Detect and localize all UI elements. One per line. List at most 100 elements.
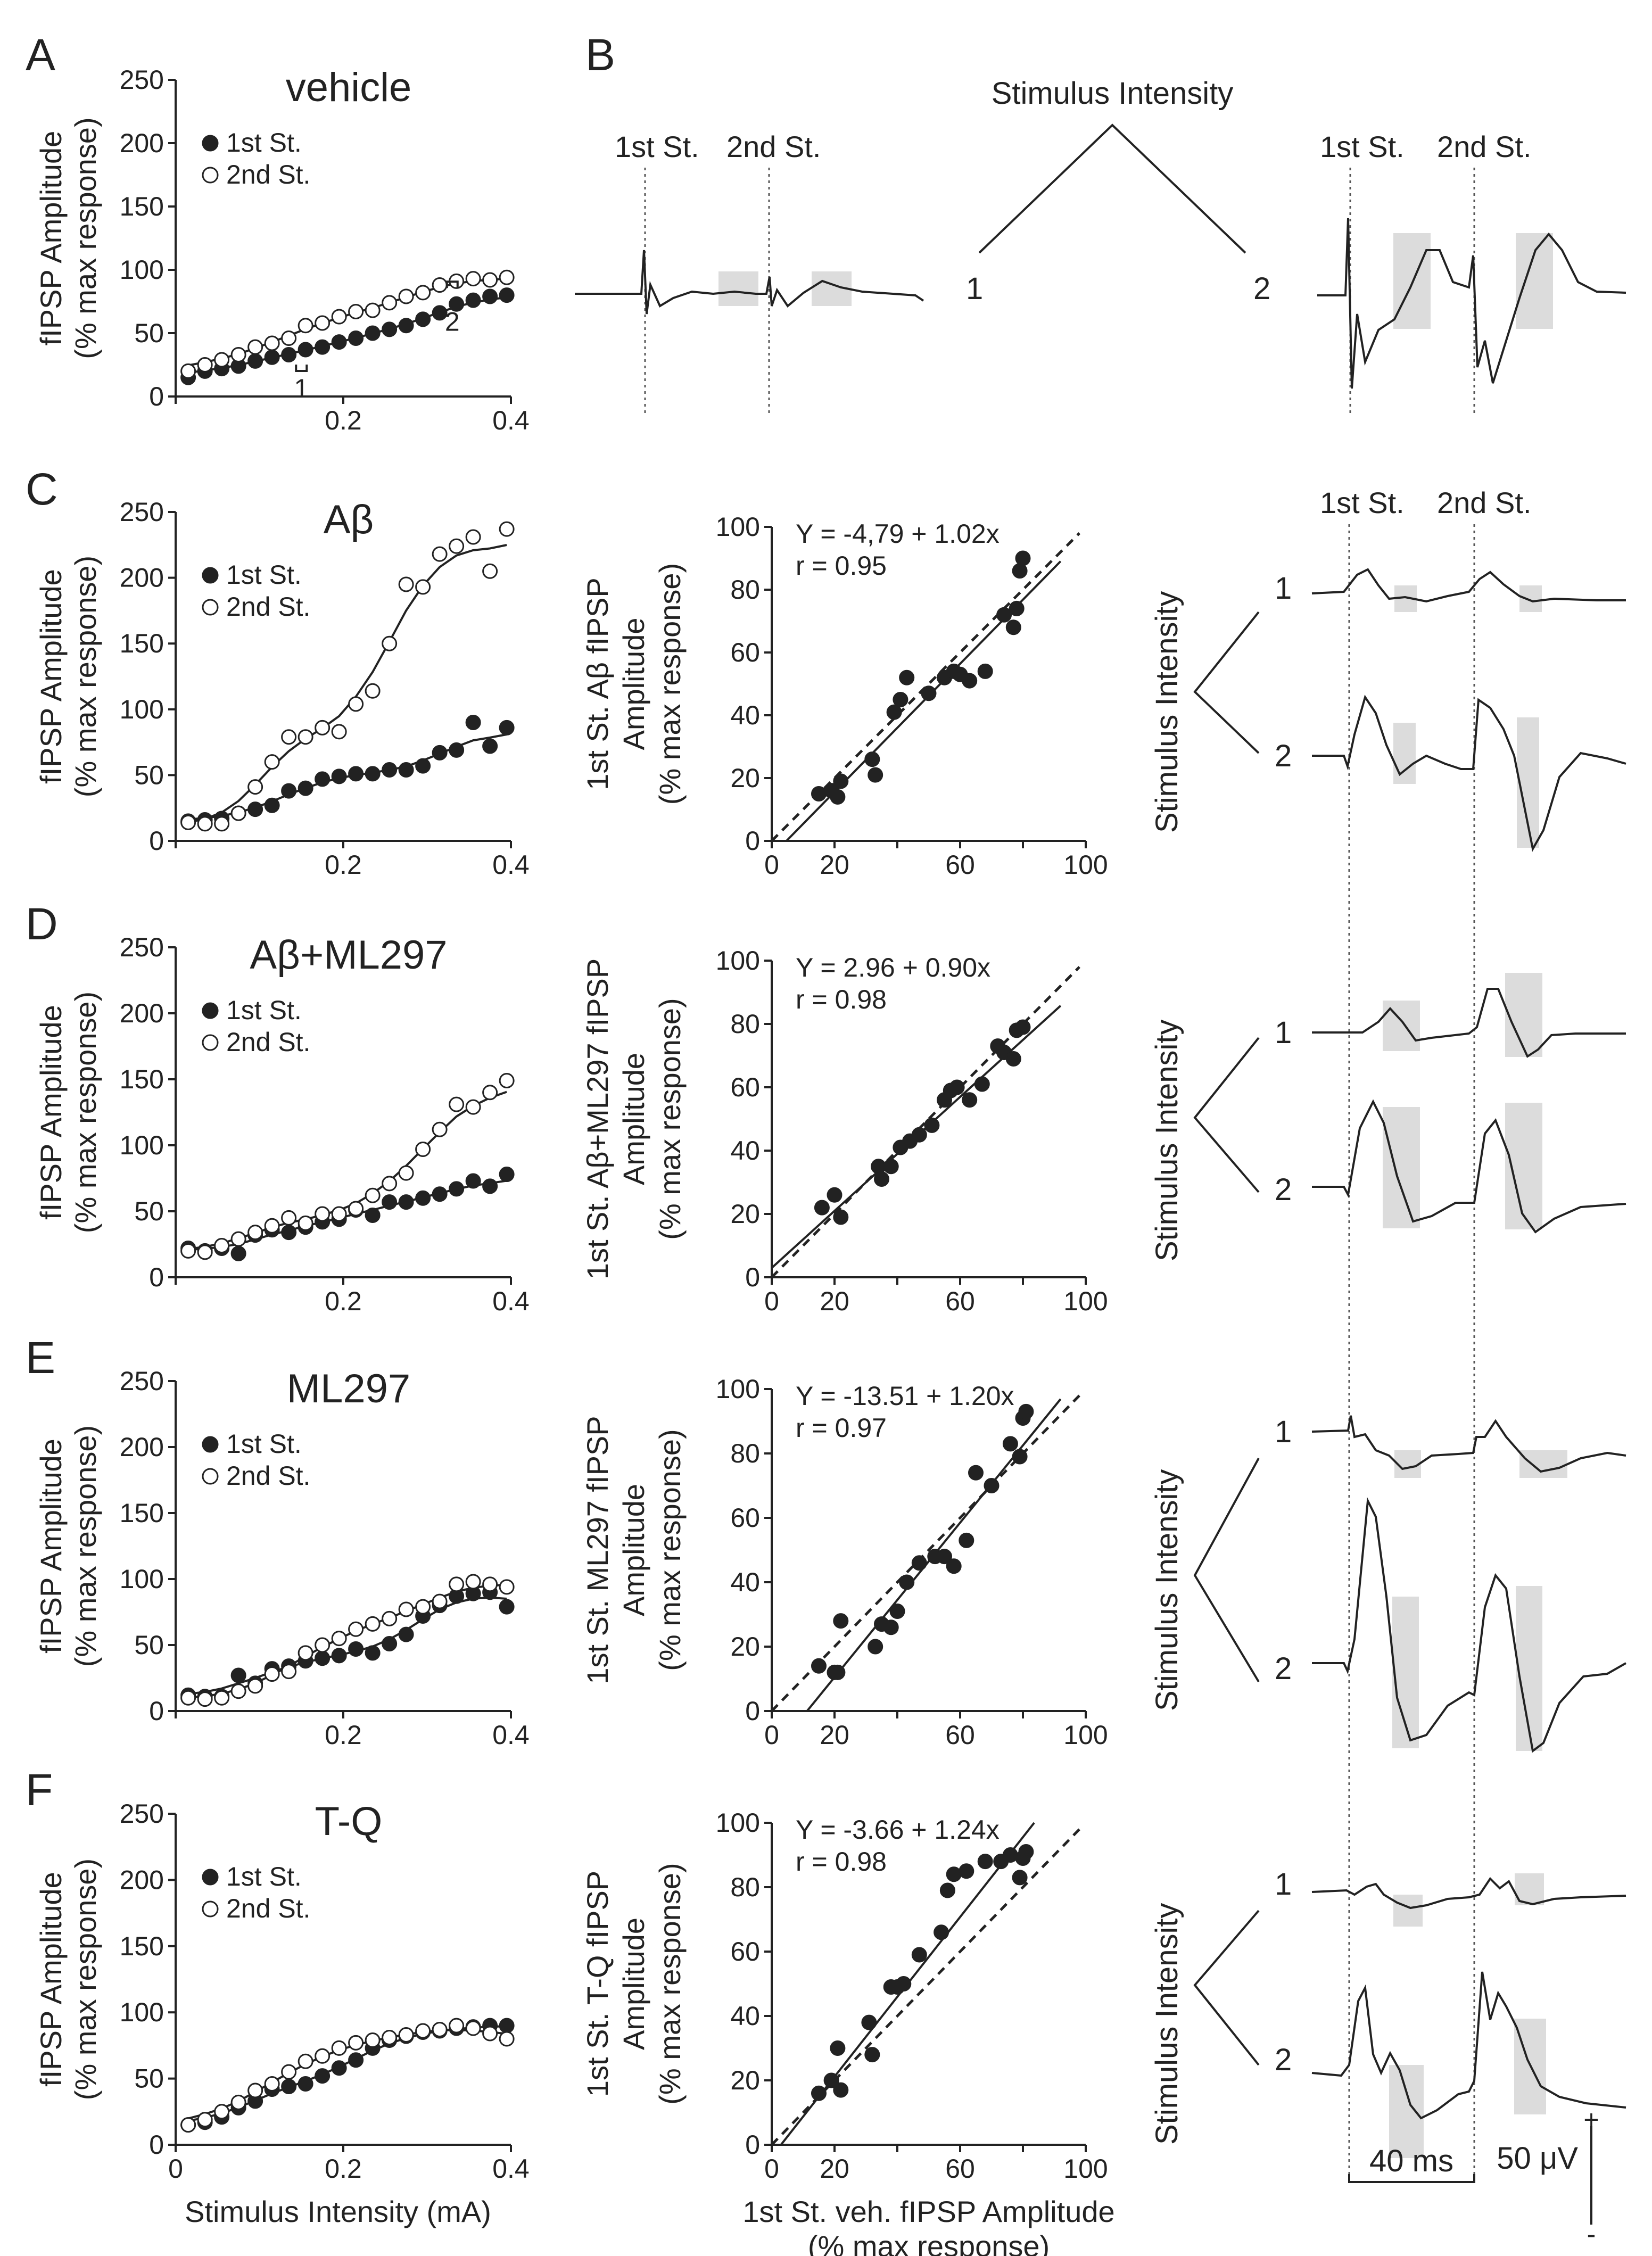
data-point [833,1209,849,1225]
data-point-second [281,330,297,346]
data-point-second [432,1593,448,1609]
x-tick-label: 0.4 [492,850,530,880]
x-tick-label: 60 [945,1720,975,1750]
polarity-plus: + [1583,2105,1599,2135]
regression-equation: Y = -4,79 + 1.02x [796,519,1000,549]
data-point-second [180,363,196,379]
y-tick-label: 150 [120,1931,164,1961]
data-point [911,1947,927,1963]
y-tick-label: 150 [120,1064,164,1094]
data-point-first [449,742,465,758]
y-tick-label: 0 [745,1696,760,1726]
x-tick-label: 20 [820,1720,849,1750]
legend-label: 2nd St. [226,1894,310,1923]
y-tick-label: 80 [730,1872,760,1902]
y-tick-label: 250 [120,1366,164,1396]
y-axis-label: fIPSP Amplitude [34,1005,68,1220]
trace-abeta-level1 [1311,568,1626,603]
measurement-window [1516,1586,1542,1751]
data-point [977,1854,993,1870]
data-point-second [465,529,481,545]
y-axis-label: Amplitude [617,1053,650,1185]
data-point-second [230,2094,246,2110]
data-point-second [365,1616,381,1632]
data-point-first [281,1225,297,1241]
measurement-window [1516,233,1553,329]
y-axis-label: fIPSP Amplitude [34,569,68,784]
stimulus-level-2: 2 [1275,2043,1292,2077]
data-point-second [230,805,246,821]
y-tick-label: 100 [120,1130,164,1160]
correlation-chart-ml297: 0 20 40 60 80 100 0 20 60 100 Y = -13.51 + 1.20xr … [581,1374,1108,1750]
y-tick-label: 80 [730,575,760,605]
data-point-first [398,318,414,334]
data-point-second [432,2022,448,2038]
data-point-second [298,2053,313,2069]
legend-marker-second [202,167,219,184]
data-point-second [197,1244,213,1260]
data-point-first [348,1641,364,1657]
legend-marker-first [202,1002,219,1019]
trace-abeta-ml297-level1 [1312,988,1626,1058]
data-point [959,1532,974,1548]
time-scale-label: 40 ms [1369,2144,1453,2178]
data-point-second [264,754,280,770]
data-point-first [382,762,398,778]
x-axis-label: 1st St. veh. fIPSP Amplitude [742,2195,1114,2228]
data-point-second [382,1610,398,1626]
data-point [924,1117,940,1133]
data-point-second [348,1201,364,1217]
data-point [874,1171,889,1187]
y-tick-label: 20 [730,763,760,793]
data-point [864,2047,880,2063]
data-point-second [415,285,431,301]
measurement-window [1393,723,1416,784]
data-point-second [365,302,381,318]
y-axis-label: (% max response) [653,998,687,1239]
stimulus-intensity-bracket [1193,1037,1260,1193]
trace-tq-level2 [1311,1971,1626,2120]
data-point-second [315,1637,331,1653]
data-point [921,685,937,701]
data-point [899,670,915,685]
y-tick-label: 150 [120,629,164,658]
data-point-first [331,768,347,784]
data-point-first [499,2018,515,2034]
y-tick-label: 100 [120,1997,164,2027]
data-point-first [465,292,481,308]
data-point-second [298,1215,313,1231]
data-point-first [281,346,297,362]
chart-title: vehicle [286,65,412,110]
data-point [959,1863,974,1879]
x-tick-label: 0.4 [492,406,530,435]
data-point-second [398,576,414,592]
data-point-first [315,339,331,355]
data-point [984,1478,1000,1493]
stimulus-intensity-label: Stimulus Intensity [1150,1469,1184,1711]
legend-label: 1st St. [226,1862,302,1891]
data-point-first [315,771,331,787]
data-point [861,2014,877,2030]
data-point [1018,1844,1034,1860]
data-point-second [315,315,331,331]
y-axis-label: (% max response) [69,117,102,359]
data-point-first [382,1194,398,1210]
time-scale-bar [1348,2174,1475,2183]
identity-line [771,532,1080,842]
data-point [864,751,880,767]
y-tick-label: 80 [730,1009,760,1039]
panel-letter-a: A [26,30,55,80]
data-point-second [298,318,313,334]
data-point-second [398,1601,414,1617]
legend-marker-first [202,567,219,584]
data-point-second [499,521,515,537]
data-point-second [180,2117,196,2133]
data-point-first [298,2076,313,2092]
y-tick-label: 20 [730,2065,760,2095]
data-point [893,692,908,707]
x-tick-label: 60 [945,1286,975,1316]
x-tick-label: 0.4 [492,2154,530,2184]
panel-letters: A B C D E F [26,30,615,1815]
data-point-first [382,321,398,337]
data-point-second [348,304,364,320]
